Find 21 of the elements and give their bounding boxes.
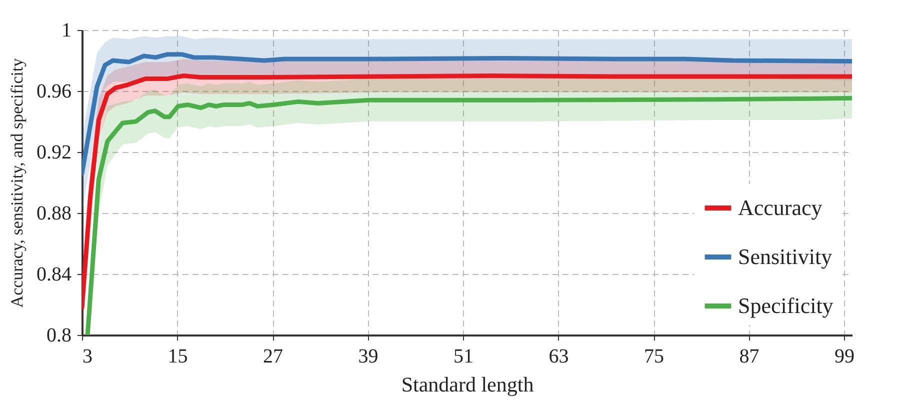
x-tick-label: 63 xyxy=(548,346,569,368)
x-tick-label: 27 xyxy=(263,346,284,368)
y-tick-label: 0.92 xyxy=(36,142,72,164)
y-tick-label: 0.96 xyxy=(36,80,72,102)
x-tick-label: 15 xyxy=(168,346,188,368)
x-tick-label: 99 xyxy=(834,346,855,368)
x-tick-label: 51 xyxy=(454,346,474,368)
y-tick-label: 0.84 xyxy=(36,264,72,286)
legend-label: Accuracy xyxy=(738,195,822,220)
legend-label: Sensitivity xyxy=(738,244,832,269)
y-tick-label: 0.8 xyxy=(46,324,72,346)
y-tick-label: 0.88 xyxy=(36,202,72,224)
y-axis-title: Accuracy, sensitivity, and specificity xyxy=(8,58,26,308)
x-tick-label: 75 xyxy=(644,346,664,368)
x-axis-title: Standard length xyxy=(401,372,534,396)
y-tick-label: 1 xyxy=(62,20,72,42)
x-tick-label: 3 xyxy=(82,346,92,368)
line-series xyxy=(82,52,852,176)
x-tick-label: 87 xyxy=(739,346,760,368)
legend-label: Specificity xyxy=(738,293,834,318)
x-tick-label: 39 xyxy=(358,346,378,368)
